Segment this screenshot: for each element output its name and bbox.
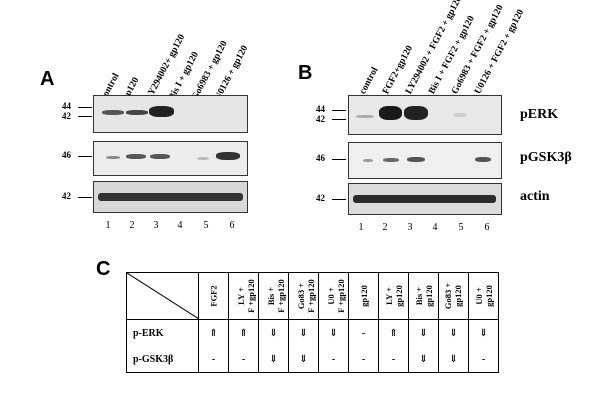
panel-b-lane-label: control (358, 65, 381, 96)
col-header: LY + F +gp120 (228, 272, 259, 320)
panel-a-mw-actin: 42 (62, 191, 71, 201)
summary-corner-cell (126, 272, 199, 320)
col-header: U0 + gp120 (468, 272, 499, 320)
panel-a-actin-blot (93, 181, 248, 213)
col-header: LY + gp120 (378, 272, 409, 320)
summary-row-perk: p-ERK ⇑ ⇑ ⇓ ⇓ ⇓ - ⇑ ⇓ ⇓ ⇓ (126, 319, 499, 346)
row-label-actin: actin (520, 189, 550, 204)
panel-c-letter: C (96, 258, 111, 280)
col-header: gp120 (348, 272, 379, 320)
row-label-perk: pERK (520, 107, 559, 122)
col-header: FGF2 (198, 272, 229, 320)
summary-header-row: FGF2 LY + F +gp120 Bis + F +gp120 Go83 + F … (126, 272, 499, 320)
summary-row-pgsk3b: p-GSK3β - - ⇓ ⇓ - - - ⇓ ⇓ - (126, 346, 499, 373)
col-header: Go83 + F +gp120 (288, 272, 319, 320)
panel-b-mw-46: 46 (316, 153, 325, 163)
panel-a-mw-42: 42 (62, 111, 71, 121)
panel-a-letter: A (40, 68, 55, 90)
panel-a-mw-44: 44 (62, 101, 71, 111)
panel-a-perk-blot (93, 95, 248, 133)
panel-b-actin-blot (348, 183, 502, 215)
diagonal-divider (127, 273, 199, 319)
panel-b-perk-blot (348, 95, 502, 135)
row-label-pgsk3b: pGSK3β (520, 150, 572, 165)
panel-a-mw-46: 46 (62, 150, 71, 160)
col-header: Bis + gp120 (408, 272, 439, 320)
panel-b-letter: B (298, 62, 313, 84)
col-header: U0 + F +gp120 (318, 272, 349, 320)
col-header: Go83 + gp120 (438, 272, 469, 320)
panel-a-pgsk3b-blot (93, 141, 248, 176)
col-header: Bis + F +gp120 (258, 272, 289, 320)
panel-b-mw-44: 44 (316, 104, 325, 114)
panel-b-pgsk3b-blot (348, 142, 502, 179)
panel-b-mw-42: 42 (316, 114, 325, 124)
summary-table: FGF2 LY + F +gp120 Bis + F +gp120 Go83 + F … (126, 272, 499, 373)
panel-b-mw-actin: 42 (316, 193, 325, 203)
